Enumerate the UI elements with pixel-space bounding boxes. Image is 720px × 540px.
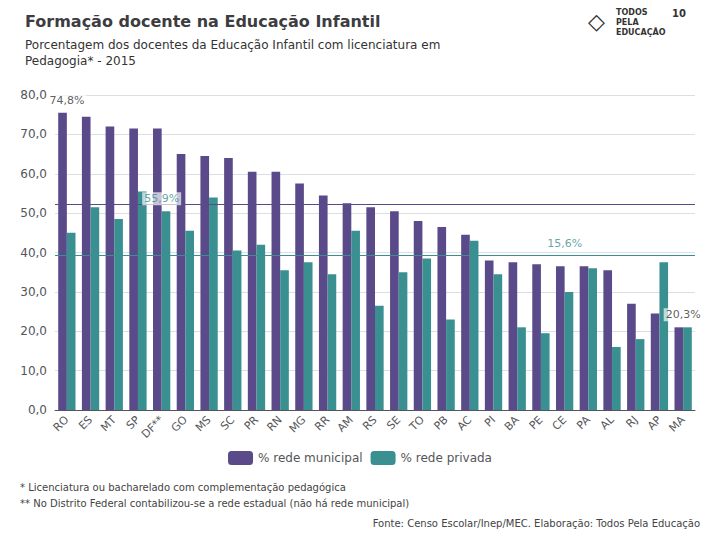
svg-text:0,0: 0,0 [28,403,47,417]
svg-text:MG: MG [287,413,309,435]
svg-text:MT: MT [98,413,119,434]
svg-text:AL: AL [598,413,617,432]
svg-text:PE: PE [527,413,546,432]
svg-text:** No Distrito Federal contabi: ** No Distrito Federal contabilizou-se a… [20,498,409,509]
svg-text:RJ: RJ [623,413,640,430]
svg-text:MA: MA [667,413,689,435]
svg-text:TO: TO [406,413,427,434]
svg-text:20,3%: 20,3% [666,308,701,321]
svg-text:50,0: 50,0 [20,206,47,220]
svg-text:BA: BA [502,413,522,433]
svg-text:Pedagogia* - 2015: Pedagogia* - 2015 [25,54,136,68]
svg-text:DF**: DF** [139,413,167,441]
svg-text:* Licenciatura ou bacharelado: * Licenciatura ou bacharelado com comple… [20,482,346,493]
svg-text:40,0: 40,0 [20,246,47,260]
svg-text:TODOS: TODOS [616,8,648,17]
svg-text:PB: PB [431,413,450,432]
svg-text:RN: RN [264,413,284,433]
svg-text:15,6%: 15,6% [547,237,582,250]
svg-text:10,0: 10,0 [20,364,47,378]
svg-text:% rede privada: % rede privada [401,451,492,465]
svg-text:74,8%: 74,8% [49,94,84,107]
svg-text:SE: SE [384,413,403,432]
svg-text:70,0: 70,0 [20,127,47,141]
svg-text:80,0: 80,0 [20,88,47,102]
svg-text:EDUCAÇÃO: EDUCAÇÃO [616,27,666,37]
svg-text:PELA: PELA [616,18,639,27]
svg-text:10: 10 [672,8,686,19]
svg-text:◇: ◇ [588,9,605,34]
svg-text:55,9%: 55,9% [144,192,179,205]
svg-text:Porcentagem dos docentes da Ed: Porcentagem dos docentes da Educação Inf… [25,38,440,52]
svg-text:CE: CE [550,413,570,433]
svg-text:AP: AP [645,413,664,432]
svg-text:RR: RR [312,413,332,433]
svg-text:Fonte: Censo Escolar/Inep/MEC.: Fonte: Censo Escolar/Inep/MEC. Elaboraçã… [373,518,700,529]
svg-text:AC: AC [455,413,475,433]
svg-text:30,0: 30,0 [20,285,47,299]
svg-text:RS: RS [360,413,380,433]
svg-text:PI: PI [482,413,498,429]
svg-text:ES: ES [76,413,95,432]
svg-text:PA: PA [574,413,593,432]
svg-text:60,0: 60,0 [20,167,47,181]
svg-text:Formação docente na Educação I: Formação docente na Educação Infantil [25,12,380,31]
svg-text:PR: PR [242,413,262,433]
svg-text:GO: GO [169,413,191,435]
svg-text:MS: MS [193,413,214,434]
svg-text:20,0: 20,0 [20,324,47,338]
svg-text:SC: SC [218,413,238,433]
svg-text:% rede municipal: % rede municipal [258,451,363,465]
svg-text:RO: RO [51,413,72,434]
svg-text:AM: AM [335,413,356,434]
svg-text:SP: SP [123,413,143,433]
